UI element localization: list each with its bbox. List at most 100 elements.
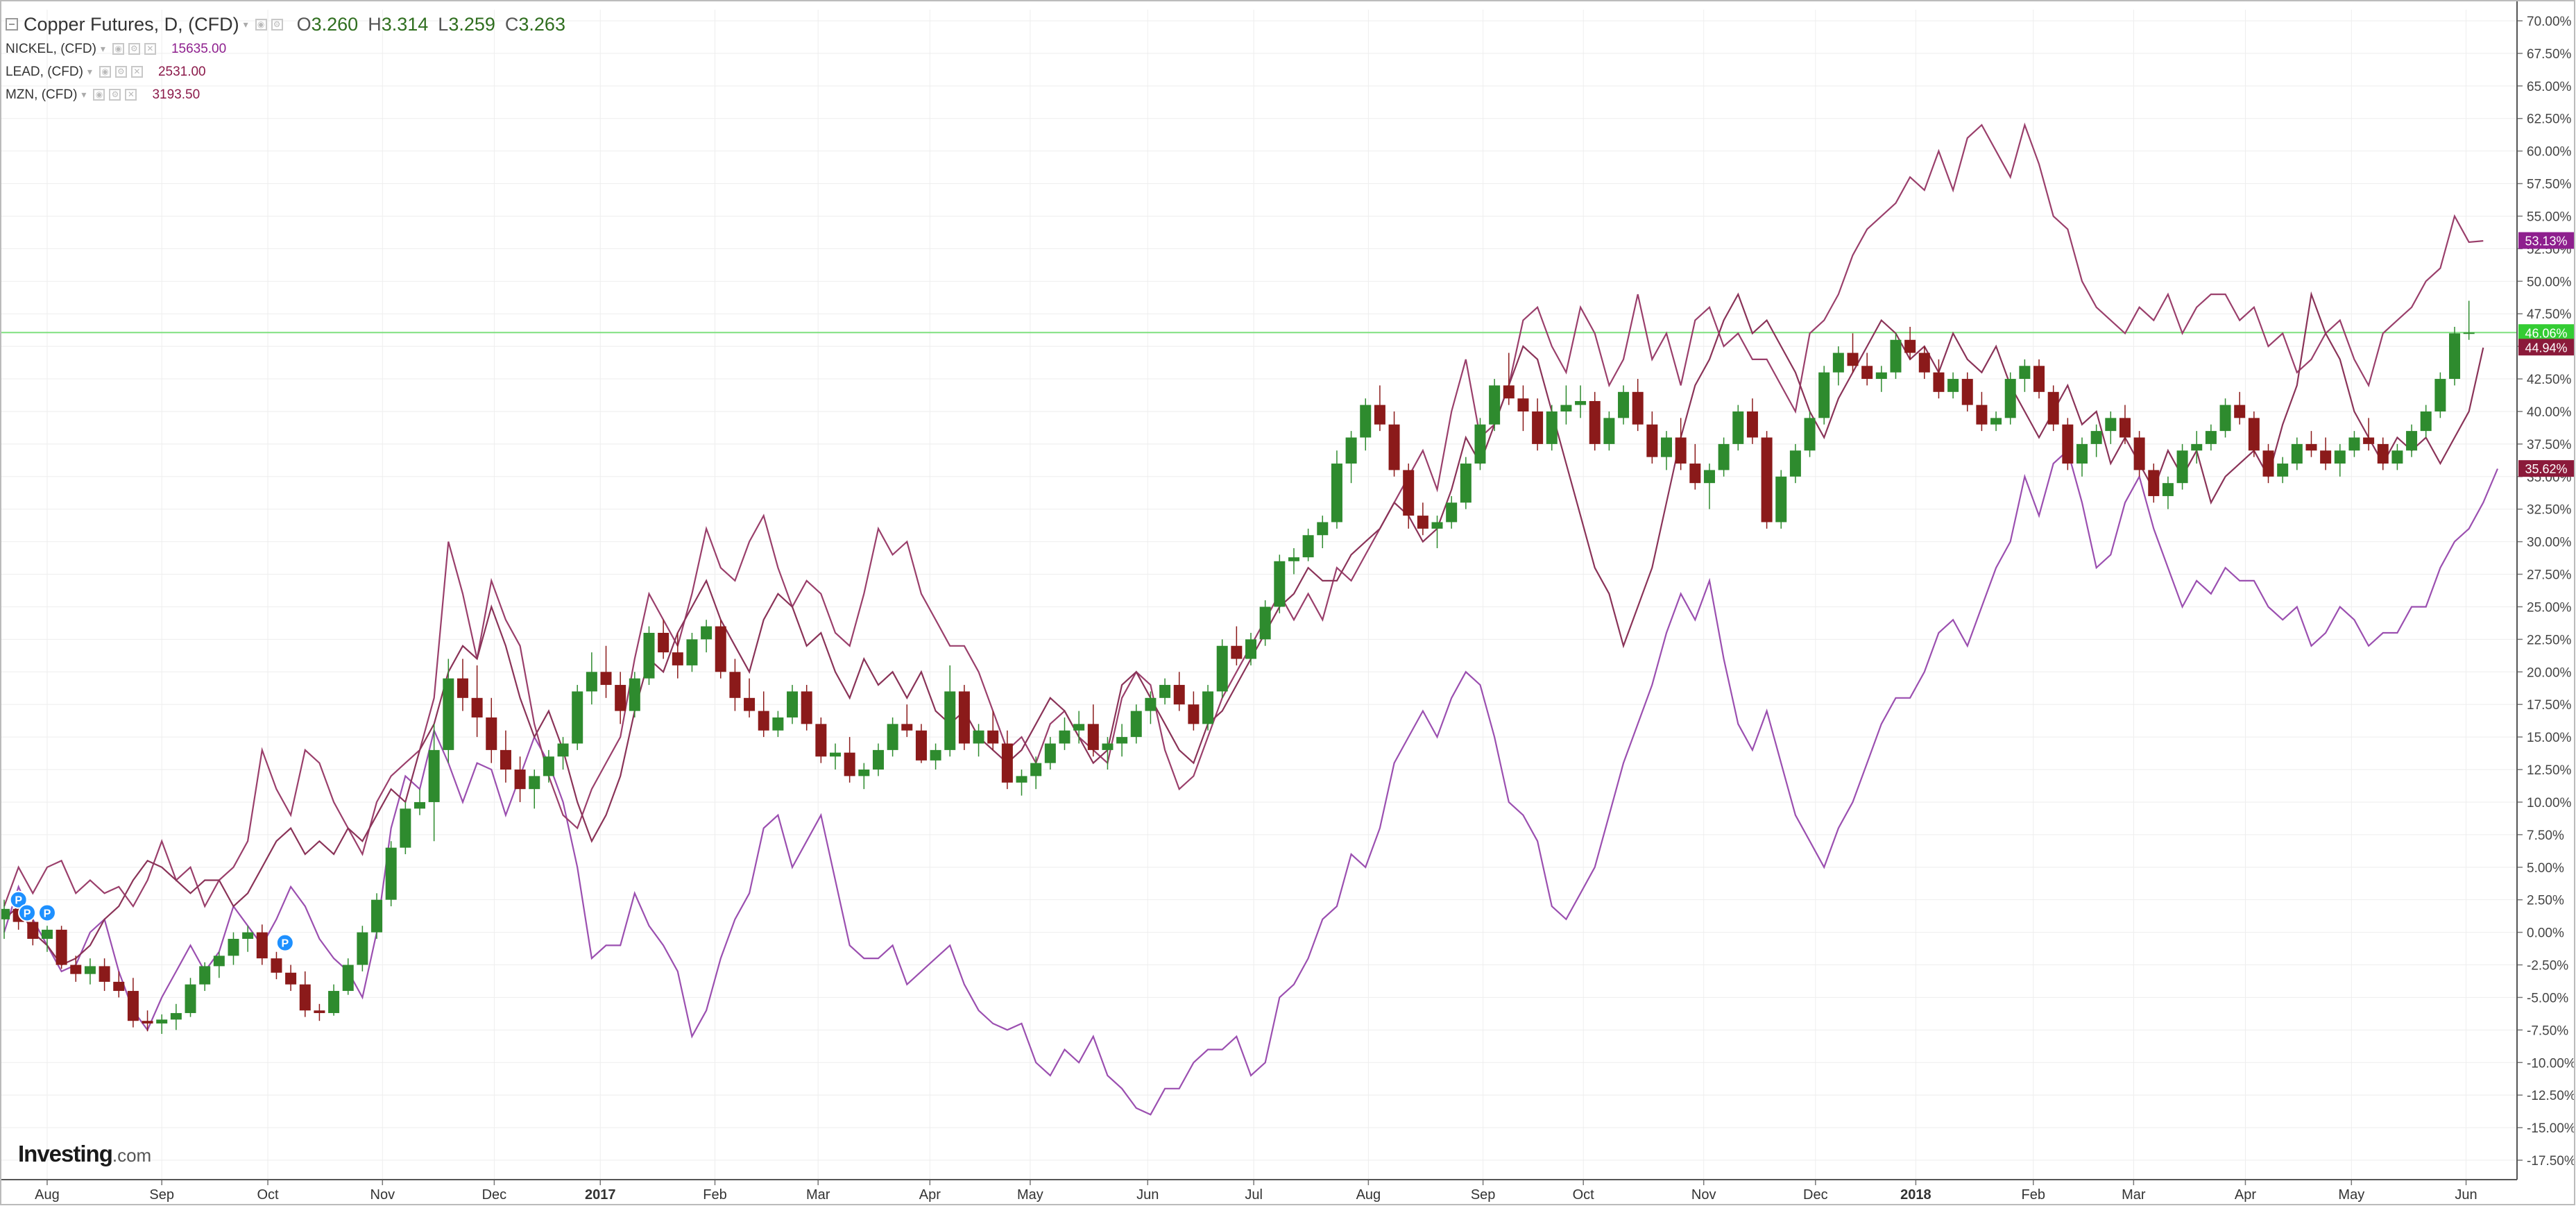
candle-body [2019,366,2031,380]
candle-body [958,691,970,744]
x-tick-label: May [2338,1187,2364,1203]
candle-body [70,965,82,974]
event-marker[interactable] [37,903,56,922]
event-marker[interactable] [9,890,28,909]
candle-body [2363,437,2375,444]
candle-body [729,672,741,698]
candle-body [2148,470,2160,496]
candle-body [1216,645,1228,692]
settings-icon[interactable]: ⚙ [271,18,283,31]
chevron-down-icon[interactable]: ▾ [87,66,92,77]
candle-body [1918,353,1930,373]
close-icon[interactable]: ✕ [130,66,143,78]
candle-body [1675,437,1687,464]
candle-body [1202,691,1214,724]
eye-icon[interactable]: ◉ [112,43,124,55]
candle-body [2406,431,2418,451]
price-labels: 53.13% 46.06%44.94% 35.62% [2518,232,2574,477]
candle-body [99,966,110,982]
collapse-icon[interactable] [6,18,18,31]
eye-icon[interactable]: ◉ [255,18,267,31]
candle-body [1030,763,1042,776]
candle-body [1274,561,1286,607]
chevron-down-icon[interactable]: ▾ [100,43,105,54]
candle-body [1001,743,1013,783]
x-tick-label: Oct [1573,1187,1595,1203]
x-tick-label: Nov [370,1187,395,1203]
candle-body [1818,372,1830,418]
event-marker[interactable] [18,903,37,922]
y-tick-label: 65.00% [2527,80,2572,94]
candle-body [156,1019,168,1024]
candle-body [2334,450,2346,464]
candle-body [414,801,425,809]
candle-body [2004,379,2016,418]
candle-body [2377,443,2389,464]
candle-body [973,730,984,744]
overlay-value: 15635.00 [171,41,227,56]
candle-body [2449,333,2461,380]
candle-body [2219,405,2231,432]
close-icon[interactable]: ✕ [125,89,137,101]
candle-body [1044,743,1056,763]
legend-overlay-mzn[interactable]: MZN, (CFD) ▾ ◉ ⚙ ✕ 3193.50 [6,83,565,106]
candle-body [2162,483,2174,496]
y-tick-label: 70.00% [2527,15,2572,29]
main-series-title: Copper Futures, D, (CFD) [24,13,239,35]
chevron-down-icon[interactable]: ▾ [243,18,248,30]
candle-body [1302,535,1314,558]
close-icon[interactable]: ✕ [144,43,156,55]
settings-icon[interactable]: ⚙ [109,89,121,101]
legend-overlay-nickel[interactable]: NICKEL, (CFD) ▾ ◉ ⚙ ✕ 15635.00 [6,37,565,60]
x-tick-label: Dec [1803,1187,1828,1203]
y-tick-label: 40.00% [2527,405,2572,420]
event-marker[interactable] [275,933,294,952]
candle-body [1360,405,1372,438]
close-value: 3.263 [518,13,565,35]
candle-body [1718,443,1730,470]
investing-logo[interactable]: Investing.com [18,1141,151,1167]
candle-body [1374,405,1385,425]
candle-body [844,752,855,776]
chevron-down-icon[interactable]: ▾ [81,89,87,100]
settings-icon[interactable]: ⚙ [128,43,140,55]
candle-body [1560,405,1572,411]
y-tick-label: -7.50% [2527,1024,2568,1038]
y-tick-label: 57.50% [2527,178,2572,192]
y-tick-label: 42.50% [2527,373,2572,387]
y-tick-label: -17.50% [2527,1154,2576,1169]
legend-overlay-lead[interactable]: LEAD, (CFD) ▾ ◉ ⚙ ✕ 2531.00 [6,60,565,83]
candle-body [858,770,870,776]
candle-body [41,929,53,939]
candle-body [543,756,554,776]
candle-body [84,966,96,974]
candle-body [471,697,483,717]
settings-icon[interactable]: ⚙ [114,66,127,78]
y-tick-label: 5.00% [2527,861,2564,876]
candle-body [1861,366,1873,380]
candle-body [915,730,927,761]
candle-body [1431,522,1443,529]
candle-body [170,1012,182,1020]
candle-body [2391,450,2403,464]
candle-body [271,958,282,973]
y-tick-label: -10.00% [2527,1056,2576,1071]
y-tick-label: 22.50% [2527,633,2572,647]
candle-body [1775,476,1787,523]
candle-body [385,847,397,900]
candle-body [1259,606,1271,640]
candle-body [328,991,340,1013]
event-marker-label: P [24,908,31,919]
candle-body [2248,418,2260,451]
eye-icon[interactable]: ◉ [99,66,111,78]
price-label-text: 53.13% [2525,235,2567,248]
event-marker-label: P [15,895,22,907]
candle-body [1689,464,1701,484]
overlay-value: 2531.00 [157,64,206,79]
candle-body [1532,411,1544,444]
eye-icon[interactable]: ◉ [93,89,105,101]
candle-body [142,1021,153,1024]
candle-body [285,972,297,985]
